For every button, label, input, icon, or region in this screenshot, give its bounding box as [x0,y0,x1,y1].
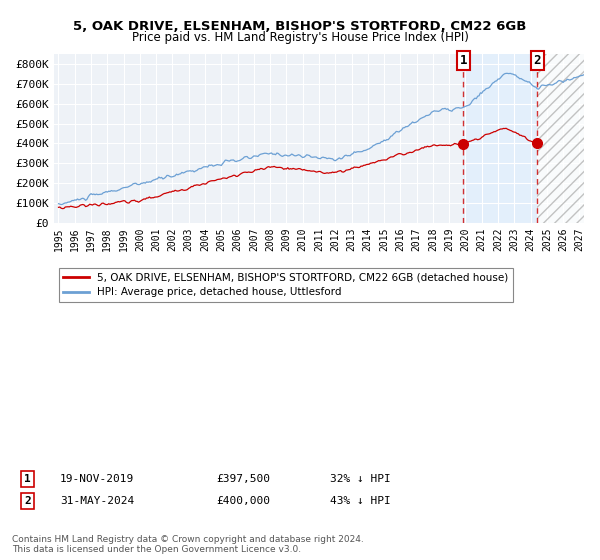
Bar [538,54,584,223]
Text: 5, OAK DRIVE, ELSENHAM, BISHOP'S STORTFORD, CM22 6GB: 5, OAK DRIVE, ELSENHAM, BISHOP'S STORTFO… [73,20,527,32]
Text: 2: 2 [533,54,541,67]
Text: 19-NOV-2019: 19-NOV-2019 [60,474,134,484]
Text: Contains HM Land Registry data © Crown copyright and database right 2024.
This d: Contains HM Land Registry data © Crown c… [12,535,364,554]
Text: £400,000: £400,000 [216,496,270,506]
Bar [463,54,538,223]
Legend: 5, OAK DRIVE, ELSENHAM, BISHOP'S STORTFORD, CM22 6GB (detached house), HPI: Aver: 5, OAK DRIVE, ELSENHAM, BISHOP'S STORTFO… [59,268,513,302]
Text: £397,500: £397,500 [216,474,270,484]
Text: 32% ↓ HPI: 32% ↓ HPI [330,474,391,484]
Text: 2: 2 [24,496,31,506]
Text: 31-MAY-2024: 31-MAY-2024 [60,496,134,506]
Text: 1: 1 [24,474,31,484]
Text: Price paid vs. HM Land Registry's House Price Index (HPI): Price paid vs. HM Land Registry's House … [131,31,469,44]
Text: 43% ↓ HPI: 43% ↓ HPI [330,496,391,506]
Text: 1: 1 [460,54,467,67]
